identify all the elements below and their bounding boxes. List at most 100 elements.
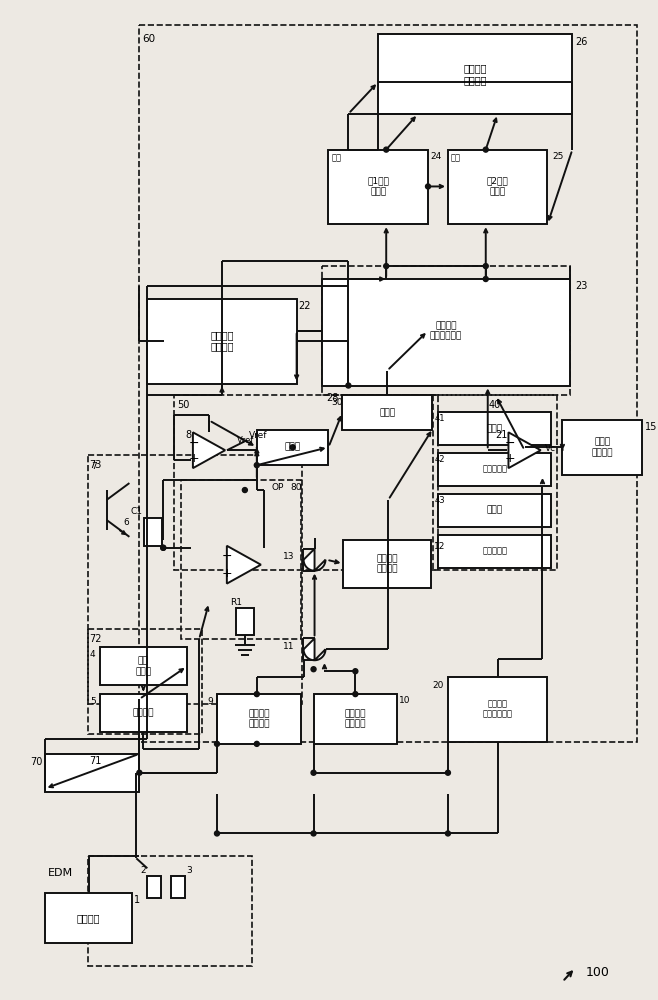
Polygon shape xyxy=(509,432,541,468)
Bar xyxy=(99,694,187,732)
Circle shape xyxy=(445,831,451,836)
Circle shape xyxy=(483,264,488,269)
Text: 时间常数
测量装置: 时间常数 测量装置 xyxy=(376,554,398,573)
Circle shape xyxy=(445,770,451,775)
Bar xyxy=(322,266,570,395)
Text: 22: 22 xyxy=(299,301,311,311)
Text: 80: 80 xyxy=(291,483,302,492)
Text: 基准值
设定装置: 基准值 设定装置 xyxy=(592,438,613,457)
Text: C1: C1 xyxy=(130,507,142,516)
Text: 7: 7 xyxy=(91,462,97,471)
Text: 9: 9 xyxy=(207,697,213,706)
Text: 5: 5 xyxy=(89,697,95,706)
Bar xyxy=(236,608,254,635)
Circle shape xyxy=(215,831,220,836)
Circle shape xyxy=(311,770,316,775)
Circle shape xyxy=(483,277,488,282)
Bar xyxy=(217,694,301,744)
Text: 28: 28 xyxy=(326,393,339,403)
Text: R1: R1 xyxy=(230,598,242,607)
Text: 42: 42 xyxy=(435,455,445,464)
Bar xyxy=(378,34,572,114)
Bar xyxy=(438,535,551,568)
Text: 24: 24 xyxy=(430,152,442,161)
Circle shape xyxy=(255,463,259,468)
Circle shape xyxy=(353,669,358,674)
Bar xyxy=(99,647,187,685)
Text: 6: 6 xyxy=(124,518,130,527)
Text: EDM: EDM xyxy=(48,868,73,878)
Bar xyxy=(438,453,551,486)
Text: 存储部: 存储部 xyxy=(284,443,301,452)
Bar xyxy=(147,876,161,898)
Text: 21: 21 xyxy=(495,430,508,440)
Bar xyxy=(171,876,185,898)
Text: 8: 8 xyxy=(185,430,191,440)
Circle shape xyxy=(384,147,389,152)
Circle shape xyxy=(255,692,259,697)
Text: 50: 50 xyxy=(177,400,190,410)
Bar xyxy=(448,150,547,224)
Text: 13: 13 xyxy=(283,552,295,561)
Text: 放电脉冲
控制装置: 放电脉冲 控制装置 xyxy=(210,330,234,352)
Text: 放电脉冲
状态判定装置: 放电脉冲 状态判定装置 xyxy=(430,321,462,340)
Text: 高通
滤波器: 高通 滤波器 xyxy=(136,657,151,676)
Text: 25: 25 xyxy=(553,152,564,161)
Text: 23: 23 xyxy=(575,281,588,291)
Text: 26: 26 xyxy=(575,37,588,47)
Bar xyxy=(144,518,163,546)
Circle shape xyxy=(384,264,389,269)
Text: Vref: Vref xyxy=(236,436,254,445)
Text: 加工电压
电平检测装置: 加工电压 电平检测装置 xyxy=(483,699,513,719)
Text: 平滑装置: 平滑装置 xyxy=(132,709,154,718)
Bar xyxy=(88,455,301,704)
Text: 确定部: 确定部 xyxy=(487,424,503,433)
Text: 重置: 重置 xyxy=(451,154,461,163)
Text: 73: 73 xyxy=(89,460,102,470)
Polygon shape xyxy=(303,638,326,660)
Bar xyxy=(342,395,432,430)
Text: 放电电压
检测装置: 放电电压 检测装置 xyxy=(248,709,270,729)
Bar xyxy=(174,395,438,570)
Bar xyxy=(45,893,132,943)
Text: −: − xyxy=(505,437,515,450)
Text: 60: 60 xyxy=(142,34,155,44)
Circle shape xyxy=(255,741,259,746)
Bar xyxy=(314,694,397,744)
Circle shape xyxy=(311,667,316,672)
Text: 70: 70 xyxy=(30,757,43,767)
Bar xyxy=(438,412,551,445)
Bar xyxy=(322,279,570,386)
Text: +: + xyxy=(504,452,515,465)
Circle shape xyxy=(346,383,351,388)
Circle shape xyxy=(426,184,430,189)
Bar xyxy=(448,677,547,742)
Text: 第1脉冲
计数器: 第1脉冲 计数器 xyxy=(367,177,389,196)
Text: Vref: Vref xyxy=(249,431,267,440)
Text: 20: 20 xyxy=(432,681,444,690)
Text: OP: OP xyxy=(271,483,284,492)
Text: 30: 30 xyxy=(331,398,342,407)
Circle shape xyxy=(161,545,166,550)
Circle shape xyxy=(483,147,488,152)
Text: 重置: 重置 xyxy=(332,154,342,163)
Bar xyxy=(438,494,551,527)
Circle shape xyxy=(353,692,358,697)
Text: 43: 43 xyxy=(435,496,445,505)
Bar xyxy=(139,25,637,742)
Bar xyxy=(563,420,642,475)
Text: 100: 100 xyxy=(586,966,609,979)
Text: 候补确定部: 候补确定部 xyxy=(482,465,507,474)
Text: 比较部: 比较部 xyxy=(487,505,503,514)
Bar xyxy=(433,395,557,570)
Text: 41: 41 xyxy=(435,414,445,423)
Polygon shape xyxy=(227,546,261,584)
Bar xyxy=(45,754,139,792)
Circle shape xyxy=(290,445,295,450)
Text: 1: 1 xyxy=(134,895,141,905)
Text: 71: 71 xyxy=(89,756,102,766)
Text: −: − xyxy=(189,437,199,450)
Text: 72: 72 xyxy=(89,634,102,644)
Text: 加工电源: 加工电源 xyxy=(77,913,100,923)
Bar xyxy=(88,629,202,734)
